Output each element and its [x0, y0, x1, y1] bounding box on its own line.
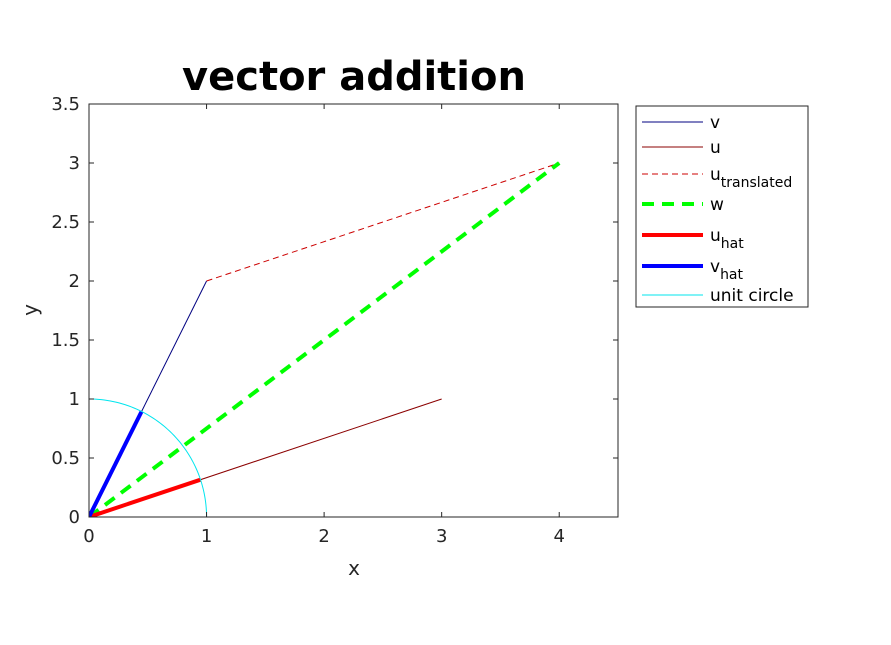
x-tick-label: 1: [201, 526, 212, 547]
legend-entry-u-translated-label: utranslated: [710, 165, 792, 191]
axes-box: [88, 103, 619, 518]
x-tick-label: 4: [553, 526, 564, 547]
axes: 0 1 2 3 4 0 0.5 1 1.5 2 2.5 3 3.5: [51, 94, 619, 547]
series-u-translated-line: [206, 162, 560, 282]
y-tick-label: 1: [69, 389, 80, 410]
legend-entry-v: v: [642, 113, 720, 133]
x-tick-label: 2: [318, 526, 329, 547]
y-tick-label: 1.5: [51, 330, 80, 351]
legend-entry-w: w: [642, 195, 724, 215]
series-unit-circle-arc: [89, 398, 208, 517]
x-tick-label: 3: [436, 526, 447, 547]
legend-entry-u-translated: utranslated: [642, 165, 792, 191]
y-tick-label: 0: [69, 507, 80, 528]
legend-entry-u-label: u: [710, 138, 721, 158]
legend-entry-u-hat: uhat: [642, 226, 744, 252]
y-tick-label: 0.5: [51, 448, 80, 469]
legend: vu utranslated w uhat vhat unit circle: [635, 105, 809, 308]
legend-entry-v-hat: vhat: [642, 257, 744, 283]
legend-entry-w-label: w: [710, 195, 724, 215]
legend-entry-unit-circle: unit circle: [642, 286, 794, 306]
series-u-hat-line: [89, 477, 202, 517]
series-w-line: [89, 161, 561, 517]
plot-area: [89, 104, 618, 517]
x-axis-label: x: [348, 556, 360, 580]
y-tick-label: 2.5: [51, 212, 80, 233]
legend-entry-u: u: [642, 138, 721, 158]
series-group: [89, 161, 561, 517]
series-v-hat-line: [89, 410, 144, 517]
y-tick-label: 2: [69, 271, 80, 292]
x-tick-label: 0: [83, 526, 94, 547]
chart-title: vector addition: [182, 54, 526, 100]
legend-entry-unit-circle-label: unit circle: [710, 286, 794, 306]
legend-entry-v-hat-label: vhat: [710, 257, 744, 283]
legend-entry-v-label: v: [710, 113, 720, 133]
y-tick-label: 3: [69, 153, 80, 174]
legend-box: [635, 105, 809, 308]
y-axis-label: y: [18, 304, 42, 316]
legend-entry-u-hat-label: uhat: [710, 226, 744, 252]
y-tick-label: 3.5: [51, 94, 80, 115]
